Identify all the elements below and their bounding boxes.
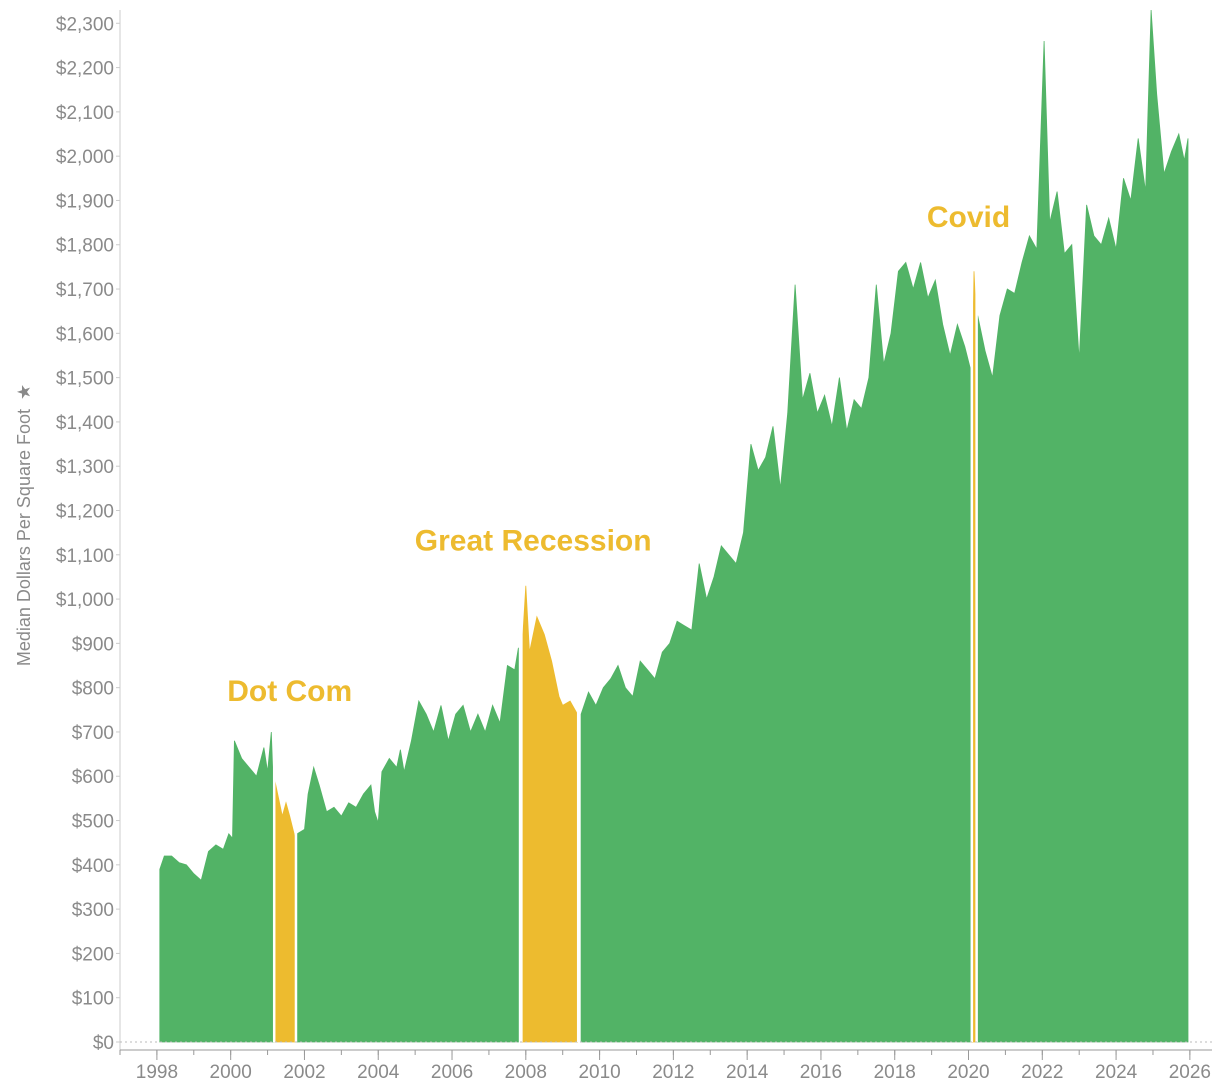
y-tick-label: $0 bbox=[93, 1033, 114, 1054]
chart-area-layer bbox=[159, 9, 1189, 1043]
x-tick-label: 2012 bbox=[652, 1062, 694, 1083]
y-tick-label: $700 bbox=[72, 723, 114, 744]
x-tick-label: 2022 bbox=[1021, 1062, 1063, 1083]
y-tick-label: $800 bbox=[72, 679, 114, 700]
price-area-segment bbox=[296, 647, 519, 1043]
annotation-label: Covid bbox=[927, 201, 1010, 234]
x-tick-label: 2002 bbox=[283, 1062, 325, 1083]
price-area-segment bbox=[580, 261, 971, 1043]
annotations: Dot Com Great Recession Covid bbox=[227, 201, 1010, 708]
x-tick-label: 2016 bbox=[800, 1062, 842, 1083]
y-tick-label: $1,800 bbox=[56, 236, 114, 257]
y-tick-label: $1,900 bbox=[56, 191, 114, 212]
y-tick-label: $1,000 bbox=[56, 590, 114, 611]
y-axis-ticks: $0 $100 $200 $300 $400 $500 $600 $700 $800 $900 $1… bbox=[56, 14, 120, 1054]
x-tick-label: 2000 bbox=[210, 1062, 252, 1083]
star-icon: ★ bbox=[14, 384, 34, 400]
y-tick-label: $400 bbox=[72, 856, 114, 877]
y-tick-label: $1,700 bbox=[56, 280, 114, 301]
axes bbox=[119, 10, 1212, 1055]
y-tick-label: $2,000 bbox=[56, 147, 114, 168]
y-tick-label: $2,100 bbox=[56, 103, 114, 124]
y-tick-label: $1,100 bbox=[56, 546, 114, 567]
price-area-segment bbox=[977, 9, 1189, 1043]
x-tick-label: 2006 bbox=[431, 1062, 473, 1083]
x-tick-label: 1998 bbox=[136, 1062, 178, 1083]
y-tick-label: $2,300 bbox=[56, 14, 114, 35]
x-tick-label: 2024 bbox=[1095, 1062, 1138, 1083]
y-tick-label: $300 bbox=[72, 900, 114, 921]
x-tick-label: 2018 bbox=[874, 1062, 916, 1083]
x-tick-label: 2020 bbox=[947, 1062, 989, 1083]
y-tick-label: $500 bbox=[72, 812, 114, 833]
y-tick-label: $1,600 bbox=[56, 324, 114, 345]
recession-area-segment bbox=[274, 780, 296, 1043]
x-tick-label: 2014 bbox=[726, 1062, 769, 1083]
y-tick-label: $1,500 bbox=[56, 369, 114, 390]
y-tick-label: $900 bbox=[72, 634, 114, 655]
price-area-segment bbox=[159, 731, 274, 1043]
x-tick-label: 2026 bbox=[1169, 1062, 1211, 1083]
annotation-label: Great Recession bbox=[415, 524, 652, 557]
recession-area-segment bbox=[521, 585, 578, 1043]
period-dividers bbox=[272, 0, 978, 1042]
x-tick-label: 2008 bbox=[505, 1062, 547, 1083]
y-tick-label: $100 bbox=[72, 989, 114, 1010]
x-tick-label: 2004 bbox=[357, 1062, 400, 1083]
y-tick-label: $2,200 bbox=[56, 59, 114, 80]
y-tick-label: $200 bbox=[72, 944, 114, 965]
x-tick-label: 2010 bbox=[578, 1062, 620, 1083]
y-axis-label: Median Dollars Per Square Foot ★ bbox=[14, 384, 34, 666]
x-axis-ticks: 1998 2000 2002 2004 2006 2008 2010 2012 2014 2016… bbox=[136, 1050, 1211, 1083]
y-tick-label: $1,400 bbox=[56, 413, 114, 434]
y-tick-label: $600 bbox=[72, 767, 114, 788]
y-tick-label: $1,200 bbox=[56, 501, 114, 522]
annotation-label: Dot Com bbox=[227, 675, 352, 708]
y-tick-label: $1,300 bbox=[56, 457, 114, 478]
